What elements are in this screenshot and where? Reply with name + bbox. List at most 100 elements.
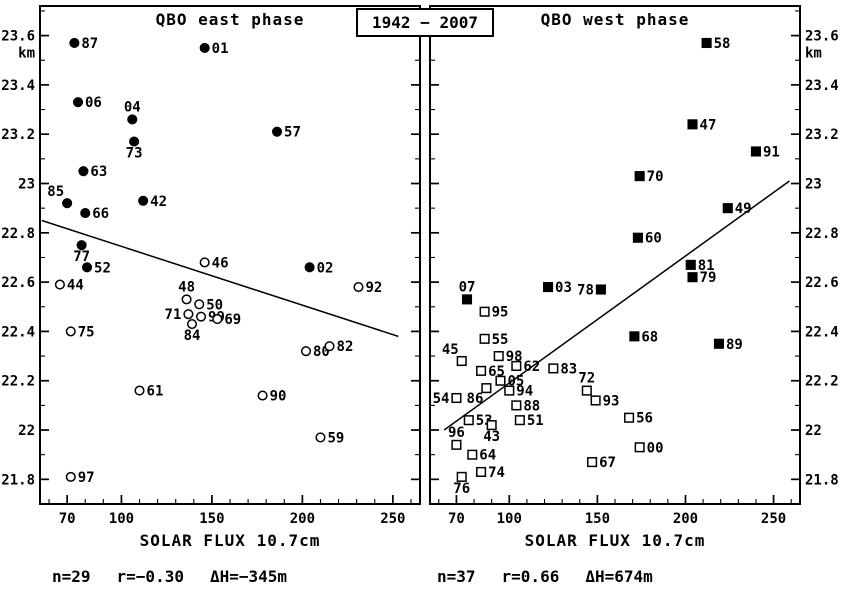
panel-east: 70 100 150 200 250 23.6km 23.4 23.2 23 22.8 22.6 22… xyxy=(1,5,421,527)
data-point-86 xyxy=(481,383,492,394)
data-point-80 xyxy=(300,346,312,357)
year-label-04: 04 xyxy=(124,99,141,115)
data-point-42 xyxy=(138,195,149,206)
year-label-96: 96 xyxy=(448,425,465,441)
data-point-52 xyxy=(81,262,93,273)
year-label-85: 85 xyxy=(47,184,64,200)
data-point-44 xyxy=(54,279,65,290)
data-point-63 xyxy=(78,166,89,177)
data-point-66 xyxy=(80,208,91,219)
east-stat-dh: ΔH=−345m xyxy=(209,567,288,586)
year-label-94: 94 xyxy=(516,384,533,400)
year-label-88: 88 xyxy=(523,398,540,414)
west-stat-dh: ΔH=674m xyxy=(585,567,653,586)
year-label-45: 45 xyxy=(442,342,459,358)
data-point-85 xyxy=(62,198,73,209)
year-label-68: 68 xyxy=(641,329,658,345)
year-label-63: 63 xyxy=(90,164,107,180)
data-point-06 xyxy=(72,97,84,108)
year-label-70: 70 xyxy=(647,169,664,185)
data-point-05 xyxy=(495,375,506,386)
east-stat-n: n=29 xyxy=(52,567,91,586)
y-tick-label: 23.6 xyxy=(805,29,839,45)
data-point-96 xyxy=(451,439,462,450)
year-label-74: 74 xyxy=(488,465,505,481)
data-point-65 xyxy=(476,365,487,376)
year-label-55: 55 xyxy=(492,332,509,348)
y-tick-label: 23 xyxy=(805,177,822,193)
year-label-46: 46 xyxy=(212,255,229,271)
data-point-94 xyxy=(504,385,515,396)
data-point-61 xyxy=(134,385,145,396)
data-point-50 xyxy=(194,299,205,310)
y-axis-unit: km xyxy=(805,46,822,62)
y-tick-label: 23 xyxy=(18,177,35,193)
year-label-57: 57 xyxy=(284,125,301,141)
year-label-77: 77 xyxy=(73,249,90,265)
y-tick-label: 21.8 xyxy=(1,472,35,488)
data-point-07 xyxy=(461,294,473,305)
data-point-04 xyxy=(127,114,138,125)
data-point-90 xyxy=(257,390,268,401)
year-label-03: 03 xyxy=(555,280,572,296)
data-point-45 xyxy=(456,355,467,367)
year-label-71: 71 xyxy=(165,307,182,323)
west-stat-n: n=37 xyxy=(437,567,476,586)
data-point-87 xyxy=(69,37,80,49)
year-label-79: 79 xyxy=(700,270,717,286)
data-point-64 xyxy=(467,449,478,460)
y-tick-label: 23.4 xyxy=(805,78,839,94)
data-point-73 xyxy=(129,136,140,147)
year-label-66: 66 xyxy=(92,206,109,222)
year-label-02: 02 xyxy=(317,260,334,276)
year-label-56: 56 xyxy=(636,411,653,427)
data-point-53 xyxy=(463,415,474,426)
year-label-59: 59 xyxy=(327,430,344,446)
year-label-48: 48 xyxy=(178,279,195,295)
east-stats-row: n=29 r=−0.30 ΔH=−345m xyxy=(52,567,287,586)
year-label-87: 87 xyxy=(81,36,98,52)
x-tick-label: 150 xyxy=(585,511,610,527)
data-point-67 xyxy=(587,457,598,468)
x-tick-label: 100 xyxy=(109,511,134,527)
data-point-76 xyxy=(456,471,467,482)
data-point-91 xyxy=(750,146,762,157)
year-label-44: 44 xyxy=(67,278,84,294)
data-point-47 xyxy=(687,119,698,130)
data-point-72 xyxy=(581,385,592,396)
data-point-77 xyxy=(76,240,87,251)
year-label-01: 01 xyxy=(212,41,229,57)
y-tick-label: 23.6 xyxy=(1,29,35,45)
year-label-72: 72 xyxy=(578,371,595,387)
year-label-51: 51 xyxy=(527,413,544,429)
data-point-43 xyxy=(486,420,497,431)
y-tick-label: 22.4 xyxy=(805,324,839,340)
data-point-78 xyxy=(595,284,606,295)
y-tick-label: 22 xyxy=(805,423,822,439)
x-tick-label: 250 xyxy=(380,511,405,527)
year-label-00: 00 xyxy=(647,440,664,456)
y-tick-label: 22.6 xyxy=(1,275,35,291)
year-label-91: 91 xyxy=(763,144,780,160)
west-panel-title: QBO west phase xyxy=(540,10,690,29)
data-point-49 xyxy=(722,203,733,214)
y-tick-label: 21.8 xyxy=(805,472,839,488)
data-point-58 xyxy=(701,37,712,49)
year-label-43: 43 xyxy=(483,429,500,445)
year-label-89: 89 xyxy=(726,337,743,353)
data-point-55 xyxy=(479,333,490,344)
data-point-79 xyxy=(687,272,698,283)
data-point-82 xyxy=(324,341,335,352)
year-label-07: 07 xyxy=(459,279,476,295)
year-label-06: 06 xyxy=(85,95,102,111)
data-point-00 xyxy=(634,442,645,453)
data-point-98 xyxy=(493,351,504,362)
year-label-49: 49 xyxy=(735,201,752,217)
data-point-75 xyxy=(65,326,76,337)
data-point-92 xyxy=(353,281,364,293)
data-point-57 xyxy=(271,126,283,137)
data-point-93 xyxy=(590,395,601,406)
panel-west: 70 100 150 200 250 23.6km 23.4 23.2 23 22.8 22.6 22… xyxy=(429,5,839,527)
